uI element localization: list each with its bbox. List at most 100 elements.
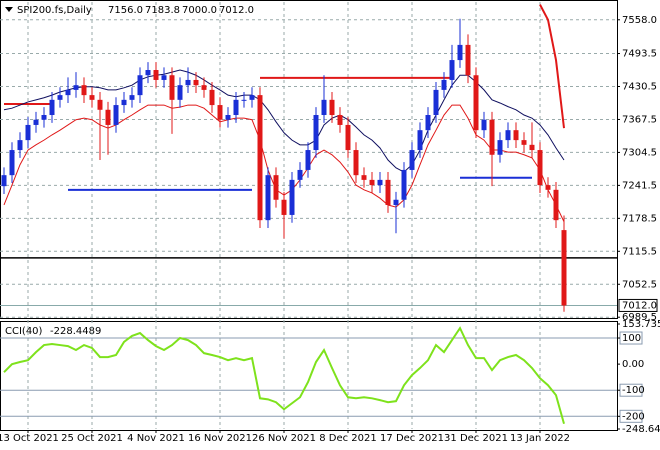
x-tick-label: 13 Jan 2022: [510, 433, 570, 444]
cci-tick-label: -100: [622, 385, 645, 396]
candle-body: [377, 179, 383, 186]
candle-body: [369, 179, 375, 186]
y-tick-label: 7493.5: [622, 49, 657, 60]
x-tick-label: 17 Dec 2021: [380, 433, 444, 444]
candle-body: [417, 130, 423, 151]
candle-body: [177, 85, 183, 100]
candle-body: [449, 60, 455, 80]
candle-body: [193, 79, 199, 86]
candle-body: [1, 175, 7, 187]
candle-body: [489, 119, 495, 155]
candle-body: [441, 79, 447, 90]
candle-body: [113, 105, 119, 125]
candle-body: [457, 44, 463, 61]
candle-body: [161, 75, 167, 80]
candle-body: [337, 115, 343, 125]
candle-body: [481, 119, 487, 131]
candle-body: [25, 124, 31, 141]
candle-body: [273, 175, 279, 200]
candle-body: [225, 115, 231, 120]
candle-body: [401, 169, 407, 200]
cci-label: CCI(40): [5, 326, 43, 337]
candle-body: [497, 140, 503, 155]
header-value: 7012.0: [219, 5, 254, 16]
candle-body: [553, 189, 559, 221]
candle-body: [433, 89, 439, 116]
x-tick-label: 8 Dec 2021: [319, 433, 377, 444]
candle-body: [209, 89, 215, 106]
candle-body: [473, 75, 479, 131]
moving-average: [539, 4, 565, 129]
candle-body: [201, 85, 207, 90]
candle-body: [121, 99, 127, 106]
y-tick-label: 7115.5: [622, 246, 657, 257]
y-tick-label: 7430.5: [622, 81, 657, 92]
symbol: SPI200.fs,Daily: [17, 5, 92, 16]
header-value: 7156.0: [108, 5, 143, 16]
candle-body: [105, 109, 111, 125]
candle-body: [353, 150, 359, 176]
y-tick-label: 7052.5: [622, 279, 657, 290]
candle-body: [537, 150, 543, 186]
last-price-box: [618, 298, 658, 312]
x-tick-label: 16 Nov 2021: [188, 433, 252, 444]
candle-body: [393, 199, 399, 205]
candle-body: [169, 75, 175, 100]
x-tick-label: 4 Nov 2021: [127, 433, 185, 444]
y-tick-label: 7178.5: [622, 213, 657, 224]
candle-body: [217, 105, 223, 120]
candle-body: [185, 79, 191, 86]
x-tick-label: 25 Oct 2021: [61, 433, 123, 444]
candle-body: [305, 150, 311, 170]
candle-body: [561, 230, 567, 306]
cci-current: -228.4489: [50, 326, 101, 337]
cci-panel: [0, 321, 618, 431]
candle-body: [425, 115, 431, 131]
candle-body: [297, 169, 303, 180]
cci-tick-label: -248.6481: [622, 424, 660, 435]
candle-body: [521, 140, 527, 145]
y-tick-label: 7558.0: [622, 15, 657, 26]
candle-body: [41, 115, 47, 120]
candle-body: [57, 95, 63, 100]
candle-body: [313, 115, 319, 151]
candle-body: [361, 175, 367, 180]
candle-body: [17, 140, 23, 151]
cci-tick-label: 100: [622, 333, 641, 344]
candle-body: [73, 85, 79, 90]
candle-body: [265, 175, 271, 221]
cci-line: [3, 326, 565, 424]
candle-body: [153, 70, 159, 80]
candle-body: [529, 144, 535, 151]
moving-average: [3, 69, 565, 173]
candle-body: [409, 150, 415, 170]
header-value: 7000.0: [182, 5, 217, 16]
header-ohlc: 7156.0 7183.8 7000.0 7012.0: [108, 5, 254, 16]
y-tick-label: 7304.5: [622, 147, 657, 158]
candle-body: [505, 130, 511, 141]
candle-body: [321, 99, 327, 116]
x-tick-label: 13 Oct 2021: [0, 433, 59, 444]
candle-body: [241, 99, 247, 101]
y-tick-label: 7367.5: [622, 114, 657, 125]
candle-body: [345, 124, 351, 151]
candle-body: [145, 70, 151, 76]
main-panel: [0, 0, 618, 319]
menu-arrow: [5, 7, 13, 12]
candle-body: [81, 85, 87, 96]
header-value: 7183.8: [145, 5, 180, 16]
candle-body: [545, 185, 551, 190]
candle-body: [9, 150, 15, 176]
candle-body: [385, 179, 391, 205]
candle-body: [33, 119, 39, 125]
candle-body: [465, 44, 471, 76]
x-tick-label: 31 Dec 2021: [444, 433, 508, 444]
candle-body: [329, 99, 335, 116]
candle-body: [233, 99, 239, 116]
candle-body: [97, 99, 103, 110]
candle-body: [65, 89, 71, 96]
candle-body: [289, 179, 295, 215]
candle-body: [89, 95, 95, 100]
